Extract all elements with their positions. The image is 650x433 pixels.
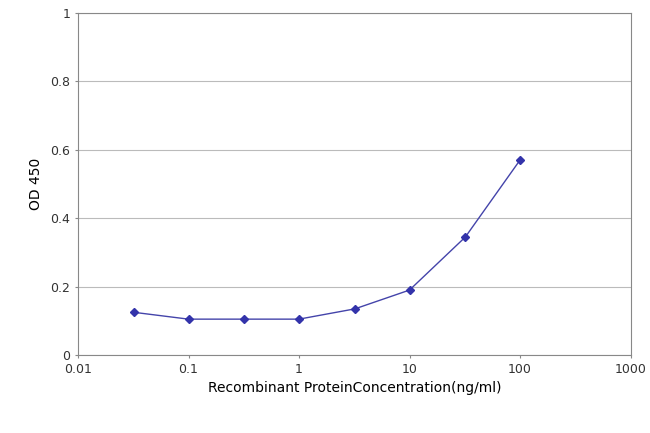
Y-axis label: OD 450: OD 450 [29,158,44,210]
X-axis label: Recombinant ProteinConcentration(ng/ml): Recombinant ProteinConcentration(ng/ml) [207,381,501,395]
